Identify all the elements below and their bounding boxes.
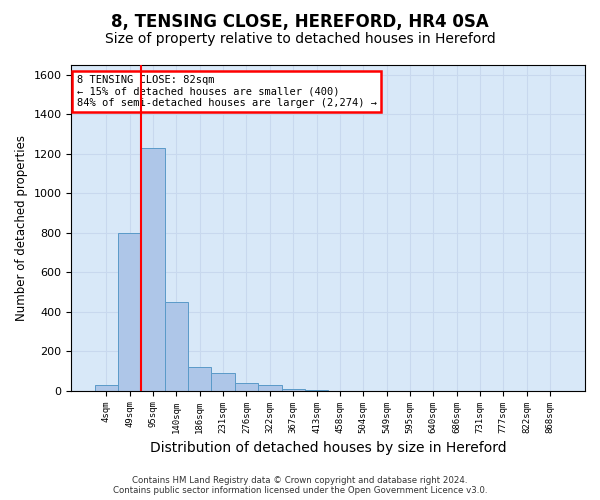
Text: Size of property relative to detached houses in Hereford: Size of property relative to detached ho…: [104, 32, 496, 46]
Text: Contains HM Land Registry data © Crown copyright and database right 2024.
Contai: Contains HM Land Registry data © Crown c…: [113, 476, 487, 495]
Bar: [118, 233, 142, 390]
Bar: [258, 385, 281, 390]
Y-axis label: Number of detached properties: Number of detached properties: [15, 135, 28, 321]
Bar: [235, 383, 258, 390]
Text: 8, TENSING CLOSE, HEREFORD, HR4 0SA: 8, TENSING CLOSE, HEREFORD, HR4 0SA: [111, 12, 489, 30]
Bar: [95, 385, 118, 390]
Bar: [142, 148, 165, 390]
Text: 8 TENSING CLOSE: 82sqm
← 15% of detached houses are smaller (400)
84% of semi-de: 8 TENSING CLOSE: 82sqm ← 15% of detached…: [77, 75, 377, 108]
X-axis label: Distribution of detached houses by size in Hereford: Distribution of detached houses by size …: [150, 441, 506, 455]
Bar: [281, 388, 305, 390]
Bar: [165, 302, 188, 390]
Bar: [211, 373, 235, 390]
Bar: [188, 367, 211, 390]
